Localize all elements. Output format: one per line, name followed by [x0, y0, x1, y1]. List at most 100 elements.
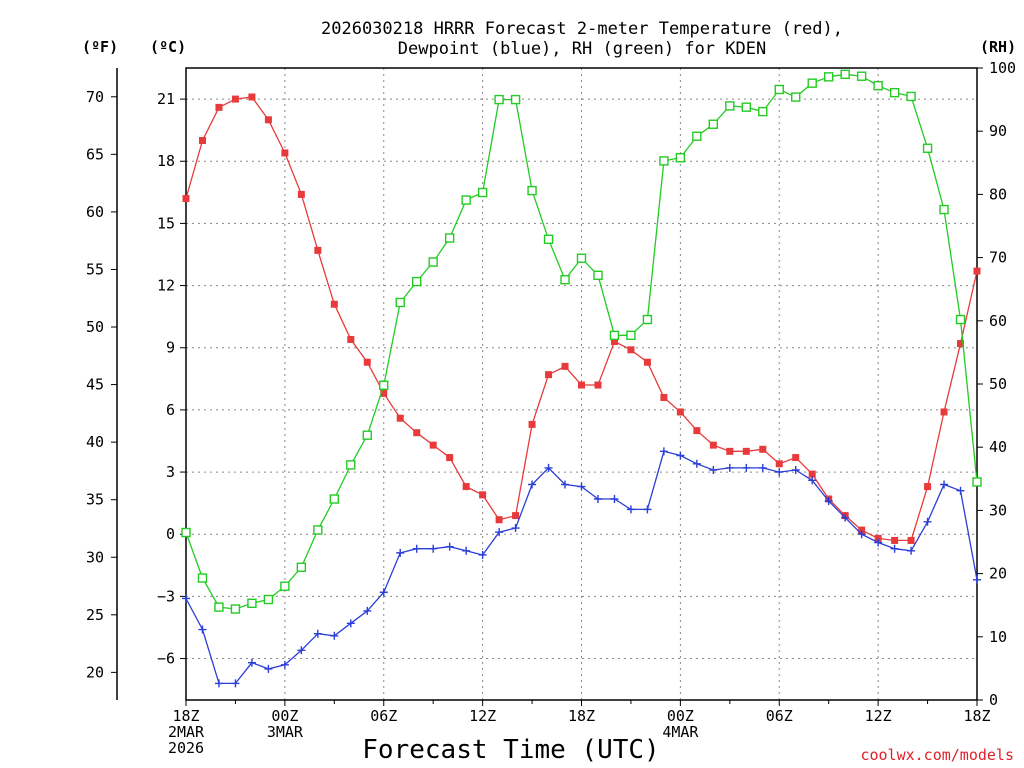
temperature-point	[660, 393, 668, 401]
temperature-point	[297, 190, 305, 198]
rh-point	[214, 602, 224, 612]
temperature-point	[545, 371, 553, 379]
celsius-tick-label: −6	[157, 650, 175, 668]
temperature-point	[808, 470, 816, 478]
temperature-point	[314, 246, 322, 254]
celsius-tick-label: 6	[166, 401, 175, 419]
dewpoint-point	[182, 594, 190, 603]
dewpoint-point	[709, 465, 718, 474]
dewpoint-point	[346, 619, 355, 628]
temperature-point	[495, 516, 503, 524]
temperature-point	[429, 441, 437, 449]
temperature-point	[396, 414, 404, 422]
rh-point	[576, 253, 587, 263]
dewpoint-point	[874, 538, 883, 547]
temperature-point	[182, 195, 190, 203]
temperature-point	[281, 149, 289, 157]
rh-point	[659, 156, 669, 166]
temperature-point	[924, 483, 932, 491]
rh-point	[807, 78, 817, 88]
temperature-point	[709, 441, 717, 449]
dewpoint-point	[198, 625, 207, 634]
rh-point	[263, 594, 274, 605]
temperature-point	[248, 93, 256, 101]
x-tick-label: 18Z	[568, 707, 595, 725]
fahrenheit-tick-label: 25	[86, 606, 104, 624]
rh-tick-label: 30	[989, 501, 1007, 519]
dewpoint-point	[791, 465, 800, 474]
rh-point	[379, 380, 389, 390]
x-tick-label: 06Z	[766, 707, 793, 725]
temperature-point	[759, 445, 767, 453]
credit-label: coolwx.com/models	[860, 746, 1014, 764]
temperature-point	[231, 95, 239, 103]
dewpoint-point	[561, 480, 570, 489]
temperature-point	[775, 460, 783, 468]
fahrenheit-tick-label: 70	[86, 88, 104, 106]
rh-point	[494, 94, 504, 105]
dewpoint-point	[396, 548, 405, 557]
dewpoint-point	[313, 629, 322, 638]
temperature-point	[891, 536, 899, 544]
temperature-point	[462, 483, 470, 491]
rh-point	[593, 270, 603, 280]
temperature-point	[907, 536, 915, 544]
temperature-point	[264, 116, 272, 124]
rh-point	[823, 72, 834, 82]
rh-tick-label: 50	[989, 375, 1007, 393]
fahrenheit-tick-label: 60	[86, 203, 104, 221]
celsius-tick-label: −3	[157, 587, 175, 605]
rh-point	[774, 84, 784, 95]
temperature-point	[676, 408, 684, 416]
dewpoint-point	[593, 495, 602, 504]
rh-point	[247, 598, 257, 609]
rh-point	[296, 562, 307, 572]
fahrenheit-tick-label: 45	[86, 376, 104, 394]
rh-point	[939, 204, 949, 215]
temperature-point	[528, 420, 536, 428]
celsius-tick-label: 18	[157, 152, 175, 170]
dewpoint-point	[824, 497, 833, 506]
rh-tick-label: 40	[989, 438, 1007, 456]
temperature-point	[594, 381, 602, 389]
rh-point	[609, 330, 620, 341]
dewpoint-point	[725, 463, 734, 472]
rh-tick-label: 80	[989, 185, 1007, 203]
dewpoint-point	[544, 463, 553, 472]
dewpoint-point	[379, 588, 388, 597]
dewpoint-point	[495, 528, 504, 537]
temperature-point	[627, 346, 635, 354]
temperature-point	[973, 267, 981, 275]
rh-point	[329, 494, 340, 504]
rh-point	[412, 276, 422, 287]
dewpoint-point	[676, 451, 685, 460]
title-line-1: 2026030218 HRRR Forecast 2-meter Tempera…	[321, 19, 843, 39]
fahrenheit-tick-label: 30	[86, 548, 104, 566]
rh-point	[428, 257, 438, 267]
dewpoint-point	[297, 646, 306, 655]
rh-point	[922, 143, 933, 153]
temperature-point	[792, 454, 800, 462]
temperature-line	[185, 96, 978, 542]
temperature-point	[610, 338, 618, 346]
temperature-point	[957, 340, 965, 348]
rh-point	[889, 87, 900, 98]
temperature-point	[874, 534, 882, 542]
x-tick-label: 18Z	[963, 707, 990, 725]
rh-point	[560, 275, 570, 285]
dewpoint-point	[808, 476, 817, 485]
x-tick-label: 12Z	[865, 707, 892, 725]
x-tick-label: 00Z	[667, 707, 694, 725]
rh-point	[725, 101, 735, 111]
dewpoint-point	[857, 530, 866, 539]
x-tick-label: 4MAR	[662, 723, 699, 741]
rh-point	[856, 71, 867, 81]
rh-point	[626, 330, 636, 341]
dewpoint-point	[956, 486, 965, 495]
rh-point	[758, 106, 768, 117]
rh-point	[741, 102, 751, 112]
dewpoint-point	[264, 664, 273, 673]
dewpoint-point	[330, 631, 339, 640]
rh-point	[444, 233, 455, 243]
